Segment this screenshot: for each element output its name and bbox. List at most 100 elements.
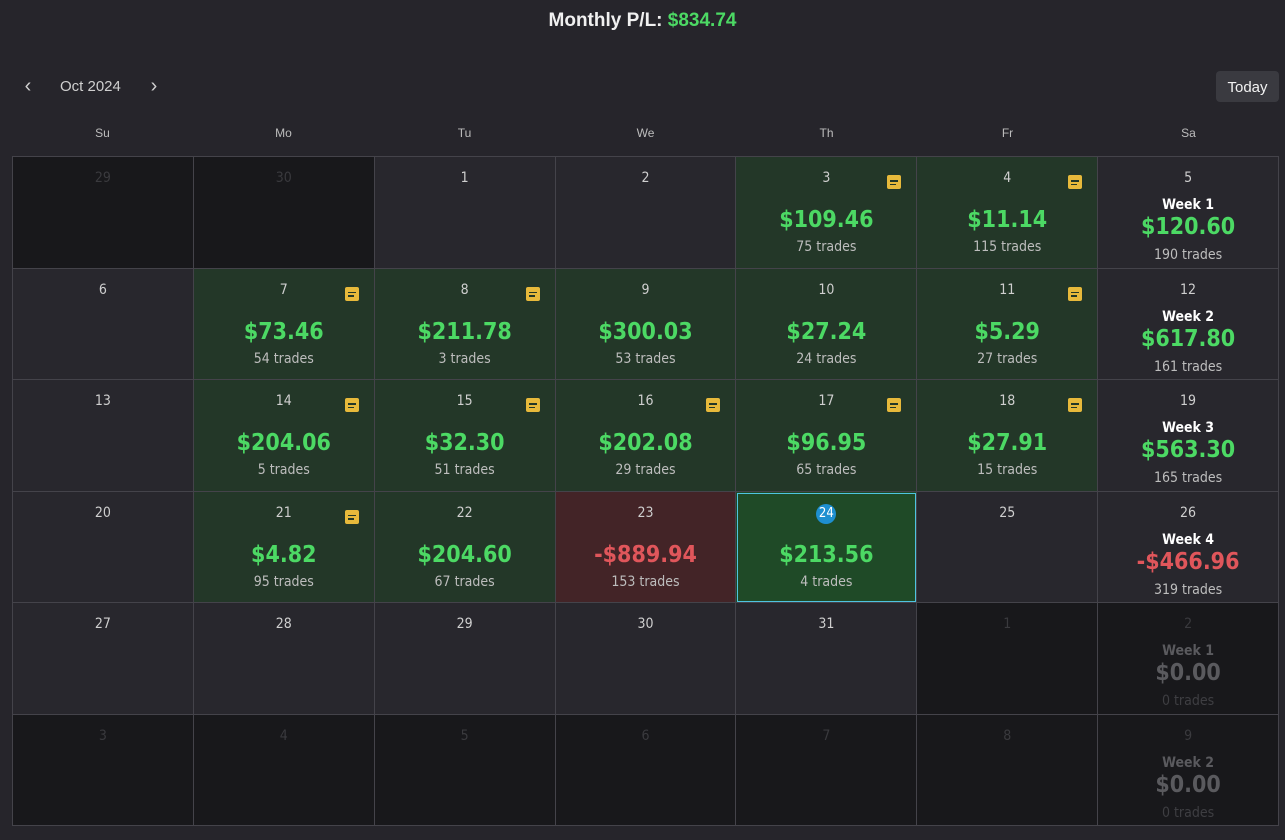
calendar-day[interactable]: 8 — [917, 714, 1099, 826]
calendar-day[interactable]: 15 $32.30 51 trades — [374, 380, 556, 492]
note-icon[interactable] — [344, 286, 359, 301]
calendar-day[interactable]: 4 — [193, 714, 375, 826]
chevron-left-icon[interactable]: ‹ — [24, 75, 32, 97]
day-pl-value: $204.06 — [236, 430, 331, 456]
note-icon[interactable] — [706, 398, 721, 412]
calendar-day[interactable]: 6 — [555, 714, 737, 826]
week-label: Week 2 — [1162, 754, 1215, 771]
day-pl-value: -$889.94 — [594, 541, 697, 568]
day-number: 30 — [275, 170, 292, 186]
week-label: Week 1 — [1162, 643, 1215, 659]
calendar-day[interactable]: 22 $204.60 67 trades — [374, 491, 556, 603]
calendar-day[interactable]: 13 — [13, 380, 194, 492]
day-number: 21 — [275, 504, 292, 521]
day-number: 29 — [94, 170, 111, 186]
calendar-day[interactable]: 9 $300.03 53 trades — [555, 268, 737, 380]
note-icon[interactable] — [344, 509, 359, 524]
calendar-day[interactable]: 11 $5.29 27 trades — [917, 268, 1099, 380]
day-trade-count: 15 trades — [977, 462, 1038, 478]
calendar-day[interactable]: 25 — [917, 491, 1099, 603]
calendar-day[interactable]: 3 — [13, 714, 194, 826]
calendar-day[interactable]: 8 $211.78 3 trades — [374, 268, 556, 380]
monthly-pl-label: Monthly P/L: — [548, 10, 663, 31]
day-number: 9 — [641, 281, 650, 298]
day-number: 25 — [999, 504, 1016, 521]
calendar-day[interactable]: 16 $202.08 29 trades — [555, 380, 737, 492]
calendar-day[interactable]: 18 $27.91 15 trades — [917, 380, 1099, 492]
week-trade-count: 190 trades — [1153, 247, 1223, 263]
day-number: 12 — [1180, 281, 1197, 298]
week-trade-count: 165 trades — [1153, 470, 1223, 486]
day-number: 2 — [641, 170, 650, 186]
day-number: 16 — [637, 393, 654, 409]
note-icon[interactable] — [525, 398, 540, 412]
calendar-day[interactable]: 2 — [555, 157, 737, 269]
calendar-day[interactable]: 7 $73.46 54 trades — [193, 268, 375, 380]
week-summary-cell[interactable]: 12 Week 2 $617.80 161 trades — [1098, 268, 1279, 380]
calendar-day[interactable]: 1 — [917, 603, 1099, 715]
today-button[interactable]: Today — [1216, 71, 1279, 102]
calendar-day[interactable]: 30 — [193, 157, 375, 269]
week-summary-cell[interactable]: 5 Week 1 $120.60 190 trades — [1098, 157, 1279, 269]
calendar-day-today[interactable]: 24 $213.56 4 trades — [736, 491, 918, 603]
calendar-day[interactable]: 30 — [555, 603, 737, 715]
calendar-day[interactable]: 3 $109.46 75 trades — [736, 157, 918, 269]
calendar-day[interactable]: 1 — [374, 157, 556, 269]
week-summary-cell[interactable]: 19 Week 3 $563.30 165 trades — [1098, 380, 1279, 492]
week-summary-cell[interactable]: 9 Week 2 $0.00 0 trades — [1098, 714, 1279, 826]
calendar-day[interactable]: 14 $204.06 5 trades — [193, 380, 375, 492]
calendar-day[interactable]: 20 — [13, 491, 194, 603]
note-icon[interactable] — [344, 398, 359, 412]
day-number: 1 — [1003, 616, 1012, 632]
week-label: Week 3 — [1162, 420, 1215, 436]
note-icon[interactable] — [887, 398, 902, 412]
calendar-day[interactable]: 31 — [736, 603, 918, 715]
week-pl-value: -$466.96 — [1136, 548, 1240, 575]
day-number: 8 — [1003, 727, 1012, 744]
calendar-day[interactable]: 21 $4.82 95 trades — [193, 491, 375, 603]
week-summary-cell[interactable]: 26 Week 4 -$466.96 319 trades — [1098, 491, 1279, 603]
note-icon[interactable] — [887, 175, 902, 189]
week-summary-cell[interactable]: 2 Week 1 $0.00 0 trades — [1098, 603, 1279, 715]
chevron-right-icon[interactable]: › — [150, 75, 158, 97]
day-pl-value: $11.14 — [967, 207, 1048, 233]
note-icon[interactable] — [1068, 398, 1083, 412]
day-trade-count: 4 trades — [800, 573, 853, 590]
day-number: 10 — [818, 281, 835, 298]
day-trade-count: 115 trades — [973, 239, 1042, 255]
day-number: 13 — [94, 393, 111, 409]
calendar-day[interactable]: 27 — [13, 603, 194, 715]
calendar-day[interactable]: 10 $27.24 24 trades — [736, 268, 918, 380]
day-number: 5 — [460, 727, 469, 744]
day-number: 1 — [460, 170, 469, 186]
day-pl-value: $73.46 — [243, 318, 324, 345]
day-pl-value: $300.03 — [598, 318, 693, 345]
note-icon[interactable] — [1068, 286, 1083, 301]
calendar-day[interactable]: 6 — [13, 268, 194, 380]
day-pl-value: $96.95 — [786, 430, 867, 456]
calendar-day[interactable]: 4 $11.14 115 trades — [917, 157, 1099, 269]
week-pl-value: $0.00 — [1155, 771, 1221, 798]
day-pl-value: $211.78 — [417, 318, 512, 345]
today-badge: 24 — [816, 503, 837, 524]
calendar-day[interactable]: 29 — [374, 603, 556, 715]
calendar-day[interactable]: 29 — [13, 157, 194, 269]
day-number: 18 — [999, 393, 1016, 409]
day-number: 9 — [1184, 727, 1193, 744]
day-number: 3 — [98, 727, 107, 744]
day-trade-count: 67 trades — [434, 573, 495, 590]
week-trade-count: 319 trades — [1153, 581, 1223, 598]
day-number: 20 — [94, 504, 111, 521]
day-trade-count: 75 trades — [796, 239, 857, 255]
calendar-day[interactable]: 7 — [736, 714, 918, 826]
day-trade-count: 24 trades — [796, 350, 857, 367]
calendar-day[interactable]: 17 $96.95 65 trades — [736, 380, 918, 492]
monthly-pl-header: Monthly P/L: $834.74 — [0, 10, 1285, 32]
note-icon[interactable] — [525, 286, 540, 301]
calendar-day[interactable]: 23 -$889.94 153 trades — [555, 491, 737, 603]
calendar-day[interactable]: 28 — [193, 603, 375, 715]
day-number: 5 — [1184, 170, 1193, 186]
note-icon[interactable] — [1068, 175, 1083, 189]
calendar-grid: 29 30 1 2 3 $109.46 75 trades 4 $11.14 115 trades… — [12, 156, 1279, 826]
calendar-day[interactable]: 5 — [374, 714, 556, 826]
